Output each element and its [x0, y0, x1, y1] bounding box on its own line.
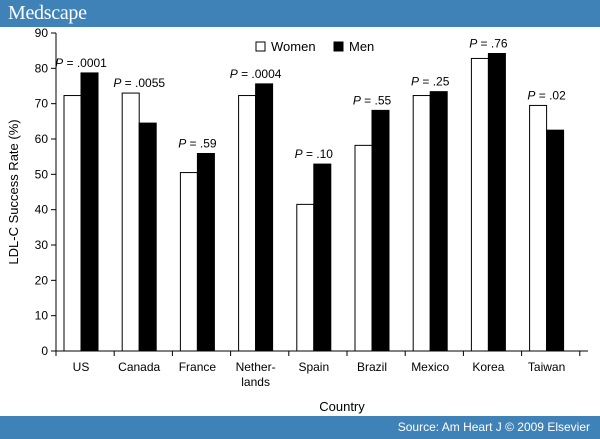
x-tick-label: Taiwan [528, 360, 565, 374]
bar-women [529, 104, 548, 352]
bar-women [63, 95, 82, 352]
legend-swatch-women [255, 41, 266, 52]
y-tick-label: 80 [35, 61, 49, 75]
source-credit: Source: Am Heart J © 2009 Elsevier [397, 420, 590, 434]
bar-chart: 0 10 20 30 40 50 60 70 80 90 LDL-C Success Rate (%… [6, 27, 588, 414]
x-tick-label: Korea [472, 360, 504, 374]
x-tick-label: Mexico [411, 360, 449, 374]
x-tick-label: Brazil [357, 360, 387, 374]
bar-women [296, 203, 315, 352]
y-tick-label: 0 [41, 344, 48, 358]
header-bar: Medscape [0, 0, 600, 27]
y-axis-title: LDL-C Success Rate (%) [6, 119, 21, 264]
x-tick-label: France [179, 360, 217, 374]
p-value-label: P = .59 [178, 136, 217, 150]
p-value-label: P = .0055 [113, 76, 165, 90]
p-value-label: P = .76 [469, 36, 508, 50]
bar-men [429, 91, 448, 352]
p-value-label: P = .10 [295, 147, 334, 161]
y-tick-label: 70 [35, 97, 49, 111]
p-value-label: P = .0004 [230, 67, 282, 81]
y-tick-label: 40 [35, 203, 49, 217]
y-tick-label: 50 [35, 167, 49, 181]
legend-label-men: Men [349, 39, 374, 54]
x-axis-title: Country [319, 399, 365, 414]
y-tick-label: 30 [35, 238, 49, 252]
bar-men [255, 83, 274, 352]
bar-women [412, 95, 431, 352]
bar-women [121, 92, 140, 352]
bar-men [371, 109, 390, 352]
legend-swatch-men [333, 41, 344, 52]
bar-women [238, 95, 257, 352]
x-tick-label: Canada [118, 360, 160, 374]
bar-women [179, 172, 198, 352]
bar-men [546, 129, 565, 352]
bar-women [354, 144, 373, 352]
y-tick-label: 90 [35, 27, 49, 40]
x-tick-label: Spain [298, 360, 329, 374]
bar-men [138, 122, 157, 352]
bar-men [80, 72, 99, 352]
medscape-logo: Medscape [8, 2, 87, 24]
p-value-label: P = .25 [411, 75, 450, 89]
y-tick-label: 10 [35, 309, 49, 323]
p-value-label: P = .02 [527, 88, 566, 102]
bar-men [196, 152, 215, 352]
bar-men [487, 52, 506, 352]
p-value-label: P = .0001 [55, 56, 107, 70]
bar-women [470, 57, 489, 352]
legend-label-women: Women [271, 39, 316, 54]
y-tick-label: 20 [35, 273, 49, 287]
x-tick-label: US [73, 360, 90, 374]
bar-men [313, 163, 332, 352]
y-tick-label: 60 [35, 132, 49, 146]
footer-bar: Source: Am Heart J © 2009 Elsevier [0, 416, 600, 439]
x-tick-label: Nether- [236, 360, 276, 374]
p-value-label: P = .55 [353, 93, 392, 107]
x-tick-label: lands [241, 375, 270, 389]
